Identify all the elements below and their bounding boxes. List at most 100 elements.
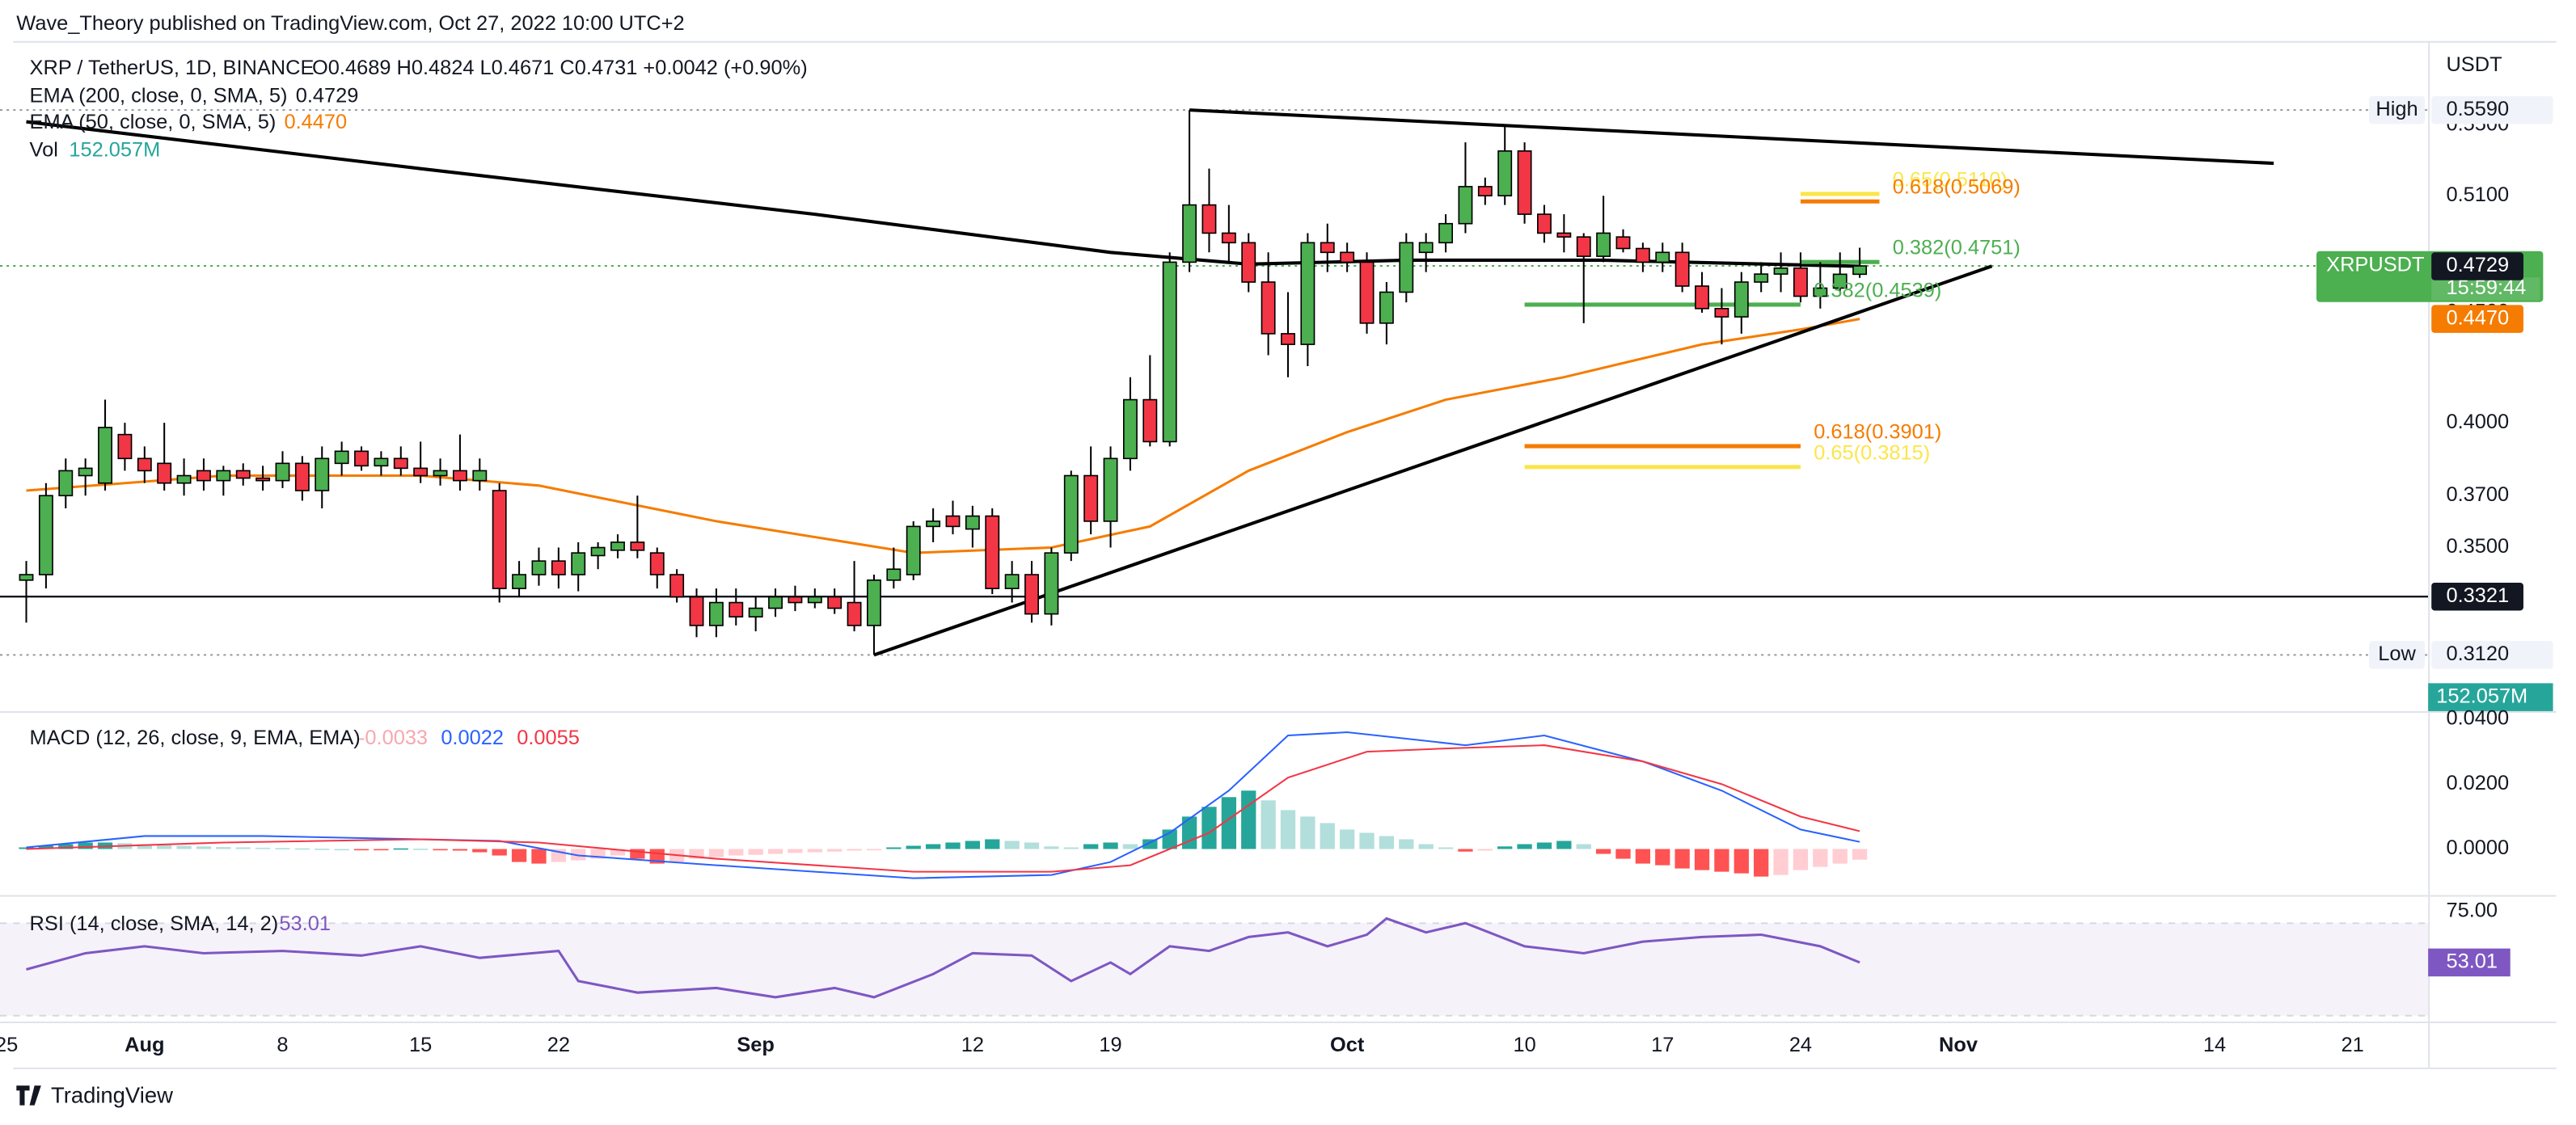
macd-histogram-bar <box>1754 849 1769 877</box>
candle-body <box>531 560 547 575</box>
candle-body <box>1635 247 1650 263</box>
axes: 0.55000.51000.45000.40000.37000.350025Au… <box>0 95 2553 1056</box>
candle-body <box>807 596 822 604</box>
fib-label: 0.65(0.3815) <box>1814 441 1930 464</box>
candle-body <box>1517 150 1532 215</box>
macd-histogram-bar <box>1635 849 1651 864</box>
candle-body <box>867 579 881 626</box>
candle-body <box>1024 574 1039 615</box>
candle-body <box>1596 232 1611 257</box>
macd-histogram-bar <box>38 845 54 849</box>
candle-body <box>196 470 211 482</box>
y-tick-label: 0.4000 <box>2446 411 2509 433</box>
candle-body <box>1674 251 1690 287</box>
macd-histogram-bar <box>1813 849 1828 867</box>
candle-body <box>1793 267 1808 297</box>
candle-body <box>1182 204 1197 263</box>
candle-body <box>78 467 93 477</box>
candle-body <box>708 601 724 626</box>
candle-body <box>334 450 349 465</box>
macd-histogram-bar <box>1359 832 1375 849</box>
candle-body <box>571 552 586 575</box>
macd-histogram-bar <box>925 844 941 849</box>
candle-body <box>1044 552 1059 615</box>
candle-body <box>1083 474 1099 522</box>
price-tag-box <box>2431 252 2523 280</box>
candle-body <box>1300 242 1315 345</box>
ema-legend-value: 0.4729 <box>296 85 359 107</box>
candle-body <box>1458 186 1473 225</box>
candle-body <box>1004 574 1020 589</box>
macd-histogram-bar <box>1536 842 1552 849</box>
macd-histogram-bar <box>728 849 744 856</box>
brand-name: TradingView <box>51 1083 173 1108</box>
candle-body <box>176 474 192 484</box>
macd-histogram-bar <box>1083 844 1099 849</box>
candle-body <box>1379 291 1394 324</box>
candle-body <box>1399 242 1414 293</box>
candle-body <box>1221 232 1236 244</box>
macd-histogram-bar <box>374 849 389 851</box>
macd-legend-value: -0.0033 <box>358 727 428 749</box>
ema-legend-value: 0.4470 <box>285 111 348 133</box>
candle-body <box>945 515 961 528</box>
macd-histogram-bar <box>1181 816 1197 849</box>
price-tag-box <box>2431 641 2553 669</box>
macd-histogram-bar <box>1063 847 1079 849</box>
candle-body <box>590 546 606 557</box>
macd-histogram-bar <box>1477 849 1493 851</box>
price-tag-name: High <box>2375 98 2418 120</box>
candle-body <box>38 495 53 575</box>
ema-legend: EMA (200, close, 0, SMA, 5) <box>30 85 288 107</box>
candle-body <box>1813 287 1828 297</box>
candle-body <box>1241 242 1256 283</box>
candle-body <box>157 462 172 484</box>
candle-body <box>1142 398 1158 443</box>
volume-tag-label: 152.057M <box>2436 685 2527 707</box>
candle-body <box>1340 251 1355 263</box>
macd-histogram-bar <box>1595 849 1611 854</box>
candle-body <box>98 427 112 484</box>
macd-histogram-bar <box>1674 849 1690 869</box>
candle-body <box>1438 222 1454 244</box>
candle-body <box>1537 213 1552 234</box>
y-tick-label: 0.0400 <box>2446 707 2509 730</box>
price-tag-label: 0.3120 <box>2446 643 2509 665</box>
macd-histogram-bar <box>413 849 429 850</box>
candle-body <box>1615 236 1631 250</box>
macd-histogram-bar <box>294 848 310 850</box>
candle-body <box>137 457 152 472</box>
candle-body <box>1576 236 1591 257</box>
macd-histogram-bar <box>1320 823 1335 849</box>
macd-histogram-bar <box>472 849 488 853</box>
candle-body <box>374 457 389 467</box>
candle-body <box>1477 186 1493 197</box>
x-tick-label: 22 <box>547 1034 570 1056</box>
candle-body <box>492 490 507 589</box>
candle-body <box>255 477 271 482</box>
macd-pane <box>19 731 1868 879</box>
candle-body <box>551 560 566 575</box>
macd-histogram-bar <box>137 844 152 849</box>
candle-body <box>1162 261 1177 443</box>
candle-body <box>985 515 1000 589</box>
macd-histogram-bar <box>1773 849 1788 875</box>
candle-body <box>1655 251 1670 263</box>
header-text: Wave_Theory published on TradingView.com… <box>16 12 684 35</box>
candle-body <box>275 462 290 482</box>
candle-body <box>1201 204 1217 234</box>
macd-histogram-bar <box>531 849 547 864</box>
price-tag-name: XRPUSDT <box>2326 254 2424 276</box>
macd-histogram-bar <box>334 849 349 851</box>
macd-histogram-bar <box>1714 849 1729 872</box>
macd-histogram-bar <box>1734 849 1749 874</box>
macd-histogram-bar <box>708 849 724 857</box>
price-tag-box <box>2431 582 2523 611</box>
macd-histogram-bar <box>176 845 192 849</box>
macd-histogram-bar <box>157 845 172 849</box>
macd-histogram-bar <box>58 844 74 849</box>
macd-histogram-bar <box>788 849 803 853</box>
macd-histogram-bar <box>1832 849 1848 864</box>
fib-label: 0.618(0.3901) <box>1814 421 1941 444</box>
